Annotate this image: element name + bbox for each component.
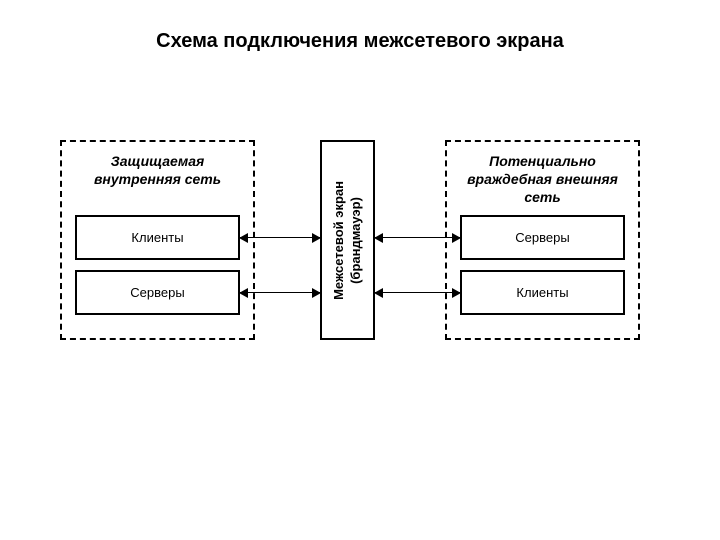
arrow-right-top — [375, 237, 460, 238]
arrow-left-top — [240, 237, 320, 238]
left-row-clients-label: Клиенты — [131, 230, 183, 245]
left-row-servers: Серверы — [75, 270, 240, 315]
firewall-label-main: Межсетевой экран — [331, 181, 346, 300]
right-row-servers: Серверы — [460, 215, 625, 260]
right-row-servers-label: Серверы — [515, 230, 569, 245]
left-row-servers-label: Серверы — [130, 285, 184, 300]
firewall-label-sub: (брандмауэр) — [348, 197, 363, 284]
right-group-label: Потенциально враждебная внешняя сеть — [447, 142, 638, 219]
right-row-clients-label: Клиенты — [516, 285, 568, 300]
arrow-left-bottom — [240, 292, 320, 293]
arrow-right-bottom — [375, 292, 460, 293]
left-group-label: Защищаемая внутренняя сеть — [62, 142, 253, 200]
firewall-box: Межсетевой экран (брандмауэр) — [320, 140, 375, 340]
diagram-title: Схема подключения межсетевого экрана — [0, 30, 720, 53]
right-row-clients: Клиенты — [460, 270, 625, 315]
left-row-clients: Клиенты — [75, 215, 240, 260]
firewall-label: Межсетевой экран (брандмауэр) — [331, 181, 365, 300]
